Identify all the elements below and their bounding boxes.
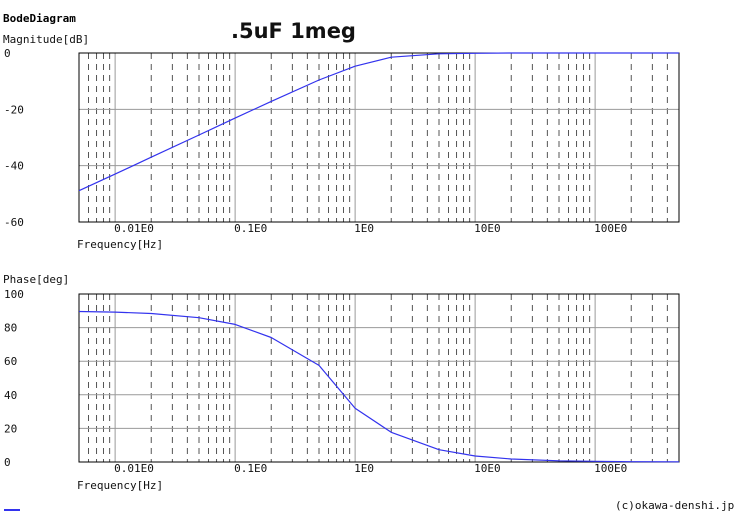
magnitude-y-tick-label: -60 bbox=[4, 216, 24, 229]
phase-x-tick-label: 0.1E0 bbox=[234, 462, 267, 475]
phase-y-label: Phase[deg] bbox=[3, 273, 69, 286]
magnitude-panel: 0 -20 -40 -60 0.01E0 0.1E0 1E0 10E0 100E0 bbox=[4, 47, 680, 235]
magnitude-plot-frame bbox=[78, 52, 680, 223]
magnitude-y-label: Magnitude[dB] bbox=[3, 33, 89, 46]
phase-x-tick-label: 100E0 bbox=[594, 462, 627, 475]
phase-y-tick-label: 0 bbox=[4, 456, 11, 469]
phase-x-tick-label: 10E0 bbox=[474, 462, 501, 475]
phase-y-tick-label: 60 bbox=[4, 355, 17, 368]
phase-y-tick-label: 40 bbox=[4, 389, 17, 402]
magnitude-x-tick-label: 100E0 bbox=[594, 222, 627, 235]
copyright-note: (c)okawa-denshi.jp bbox=[615, 499, 734, 512]
chart-title: .5uF 1meg bbox=[231, 19, 356, 43]
magnitude-curve bbox=[78, 52, 679, 192]
corner-marker bbox=[4, 509, 20, 511]
phase-y-tick-label: 80 bbox=[4, 322, 17, 335]
magnitude-y-tick-label: -20 bbox=[4, 103, 24, 116]
phase-panel: 100 80 60 40 20 0 0.01E0 0.1E0 1E0 10E0 100E0 bbox=[4, 288, 680, 475]
magnitude-y-tick-label: -40 bbox=[4, 160, 24, 173]
phase-plot-frame bbox=[78, 293, 680, 463]
magnitude-x-tick-label: 1E0 bbox=[354, 222, 374, 235]
phase-curve bbox=[78, 310, 680, 463]
magnitude-x-tick-label: 0.01E0 bbox=[114, 222, 154, 235]
magnitude-x-label: Frequency[Hz] bbox=[77, 238, 163, 251]
magnitude-x-tick-label: 0.1E0 bbox=[234, 222, 267, 235]
magnitude-y-tick-label: 0 bbox=[4, 47, 11, 60]
phase-y-tick-label: 20 bbox=[4, 422, 17, 435]
magnitude-x-tick-label: 10E0 bbox=[474, 222, 501, 235]
phase-y-tick-label: 100 bbox=[4, 288, 24, 301]
phase-x-tick-label: 1E0 bbox=[354, 462, 374, 475]
diagram-heading: BodeDiagram bbox=[3, 12, 76, 25]
phase-x-tick-label: 0.01E0 bbox=[114, 462, 154, 475]
phase-x-label: Frequency[Hz] bbox=[77, 479, 163, 492]
